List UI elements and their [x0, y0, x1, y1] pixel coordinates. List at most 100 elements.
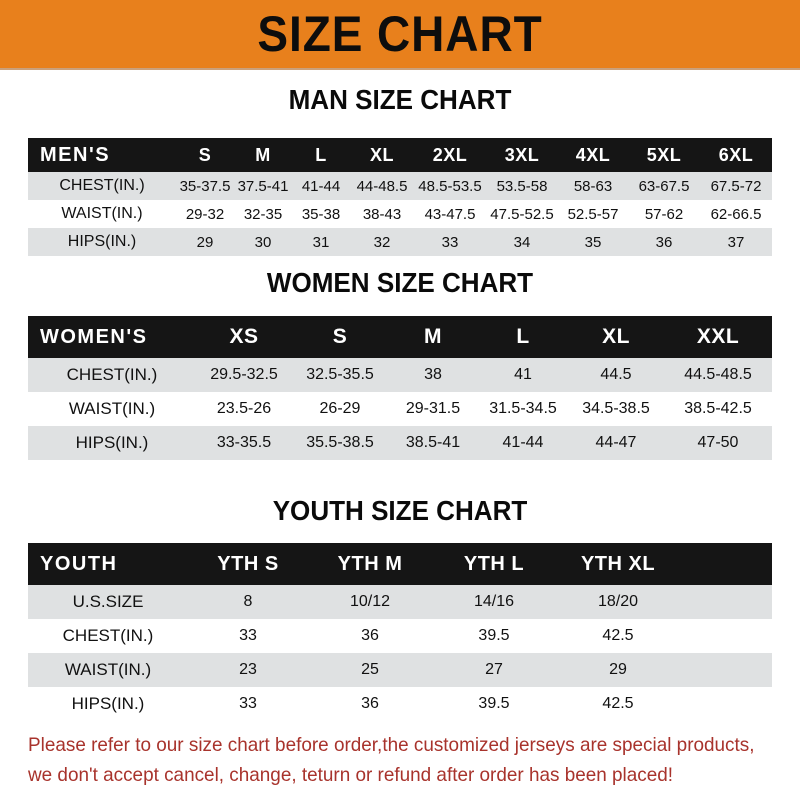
table-row: CHEST(IN.) 33 36 39.5 42.5	[28, 619, 772, 653]
youth-header-label: YOUTH	[28, 543, 188, 585]
table-cell: 63-67.5	[638, 177, 690, 195]
youth-col-yth-xl: YTH XL	[556, 543, 680, 585]
youth-row-label-waist: WAIST(IN.)	[64, 660, 152, 679]
table-cell: 35-38	[301, 205, 341, 223]
youth-col-empty	[680, 543, 772, 585]
table-row: CHEST(IN.) 29.5-32.5 32.5-35.5 38 41 44.…	[28, 358, 772, 392]
table-cell: 29.5-32.5	[210, 366, 278, 383]
women-col-s: S	[292, 316, 388, 358]
man-section-title: MAN SIZE CHART	[288, 84, 512, 115]
table-cell-empty	[680, 653, 772, 687]
table-cell: 42.5	[602, 695, 634, 712]
table-cell: 62-66.5	[710, 205, 762, 223]
table-cell-empty	[680, 619, 772, 653]
table-cell: 29-32	[185, 205, 225, 223]
table-cell: 23	[239, 661, 257, 678]
table-cell-empty	[680, 687, 772, 721]
table-cell: 39.5	[478, 627, 510, 644]
youth-row-label-chest: CHEST(IN.)	[62, 626, 154, 645]
table-cell: 36	[655, 233, 673, 251]
table-row: U.S.SIZE 8 10/12 14/16 18/20	[28, 585, 772, 619]
table-cell: 35.5-38.5	[306, 434, 374, 451]
table-cell: 34	[513, 233, 531, 251]
table-row: HIPS(IN.) 29 30 31 32 33 34 35 36 37	[28, 228, 772, 256]
table-cell: 48.5-53.5	[418, 177, 482, 195]
table-cell: 38.5-41	[405, 434, 461, 451]
table-cell: 44-47	[595, 434, 637, 451]
table-cell: 41	[514, 366, 532, 383]
table-cell: 32.5-35.5	[306, 366, 374, 383]
table-cell: 39.5	[478, 695, 510, 712]
table-cell: 47.5-52.5	[490, 205, 554, 223]
table-cell: 29	[609, 661, 627, 678]
table-cell: 44-48.5	[356, 177, 408, 195]
men-col-5xl: 5XL	[628, 138, 700, 172]
table-cell: 31	[312, 233, 330, 251]
table-cell: 38	[424, 366, 442, 383]
table-header-row: WOMEN'S XS S M L XL XXL	[28, 316, 772, 358]
table-cell: 25	[361, 661, 379, 678]
youth-col-yth-m: YTH M	[308, 543, 432, 585]
table-cell: 23.5-26	[216, 400, 272, 417]
men-row-label-chest: CHEST(IN.)	[59, 177, 145, 194]
table-cell: 37	[727, 233, 745, 251]
table-cell: 36	[361, 627, 379, 644]
table-cell-empty	[680, 585, 772, 619]
disclaimer-line-2: we don't accept cancel, change, teturn o…	[28, 764, 674, 786]
men-col-m: M	[234, 138, 292, 172]
table-cell: 43-47.5	[424, 205, 476, 223]
men-row-label-waist: WAIST(IN.)	[61, 205, 143, 222]
women-col-xs: XS	[196, 316, 292, 358]
table-row: CHEST(IN.) 35-37.5 37.5-41 41-44 44-48.5…	[28, 172, 772, 200]
youth-row-label-hips: HIPS(IN.)	[71, 694, 145, 713]
women-header-label: WOMEN'S	[28, 316, 196, 358]
table-cell: 32	[373, 233, 391, 251]
table-cell: 8	[243, 593, 253, 610]
youth-row-label-us-size: U.S.SIZE	[72, 592, 144, 611]
men-col-s: S	[176, 138, 234, 172]
table-cell: 47-50	[697, 434, 739, 451]
table-cell: 41-44	[502, 434, 544, 451]
men-col-2xl: 2XL	[414, 138, 486, 172]
table-cell: 33-35.5	[216, 434, 272, 451]
table-cell: 44.5	[600, 366, 632, 383]
table-cell: 29	[196, 233, 214, 251]
table-cell: 38.5-42.5	[684, 400, 752, 417]
men-col-6xl: 6XL	[700, 138, 772, 172]
table-cell: 14/16	[473, 593, 515, 610]
table-cell: 57-62	[644, 205, 684, 223]
table-header-row: YOUTH YTH S YTH M YTH L YTH XL	[28, 543, 772, 585]
table-cell: 26-29	[319, 400, 361, 417]
table-cell: 30	[254, 233, 272, 251]
table-cell: 53.5-58	[496, 177, 548, 195]
table-cell: 41-44	[301, 177, 341, 195]
women-col-m: M	[388, 316, 478, 358]
banner-title: SIZE CHART	[257, 6, 543, 62]
men-col-xl: XL	[350, 138, 414, 172]
table-row: HIPS(IN.) 33 36 39.5 42.5	[28, 687, 772, 721]
men-col-4xl: 4XL	[558, 138, 628, 172]
youth-col-yth-l: YTH L	[432, 543, 556, 585]
table-cell: 33	[239, 627, 257, 644]
women-section-title: WOMEN SIZE CHART	[266, 267, 534, 298]
women-row-label-hips: HIPS(IN.)	[75, 433, 149, 452]
table-cell: 35	[584, 233, 602, 251]
table-cell: 42.5	[602, 627, 634, 644]
women-col-l: L	[478, 316, 568, 358]
women-size-table: WOMEN'S XS S M L XL XXL CHEST(IN.) 29.5-…	[28, 316, 772, 460]
table-cell: 58-63	[573, 177, 613, 195]
table-cell: 32-35	[243, 205, 283, 223]
table-cell: 35-37.5	[179, 177, 231, 195]
table-row: WAIST(IN.) 23.5-26 26-29 29-31.5 31.5-34…	[28, 392, 772, 426]
women-row-label-waist: WAIST(IN.)	[68, 399, 156, 418]
youth-size-table: YOUTH YTH S YTH M YTH L YTH XL U.S.SIZE …	[28, 543, 772, 721]
men-col-l: L	[292, 138, 350, 172]
banner: SIZE CHART	[0, 0, 800, 70]
women-col-xl: XL	[568, 316, 664, 358]
table-cell: 33	[239, 695, 257, 712]
table-cell: 38-43	[362, 205, 402, 223]
table-row: WAIST(IN.) 29-32 32-35 35-38 38-43 43-47…	[28, 200, 772, 228]
table-cell: 31.5-34.5	[489, 400, 557, 417]
women-col-xxl: XXL	[664, 316, 772, 358]
